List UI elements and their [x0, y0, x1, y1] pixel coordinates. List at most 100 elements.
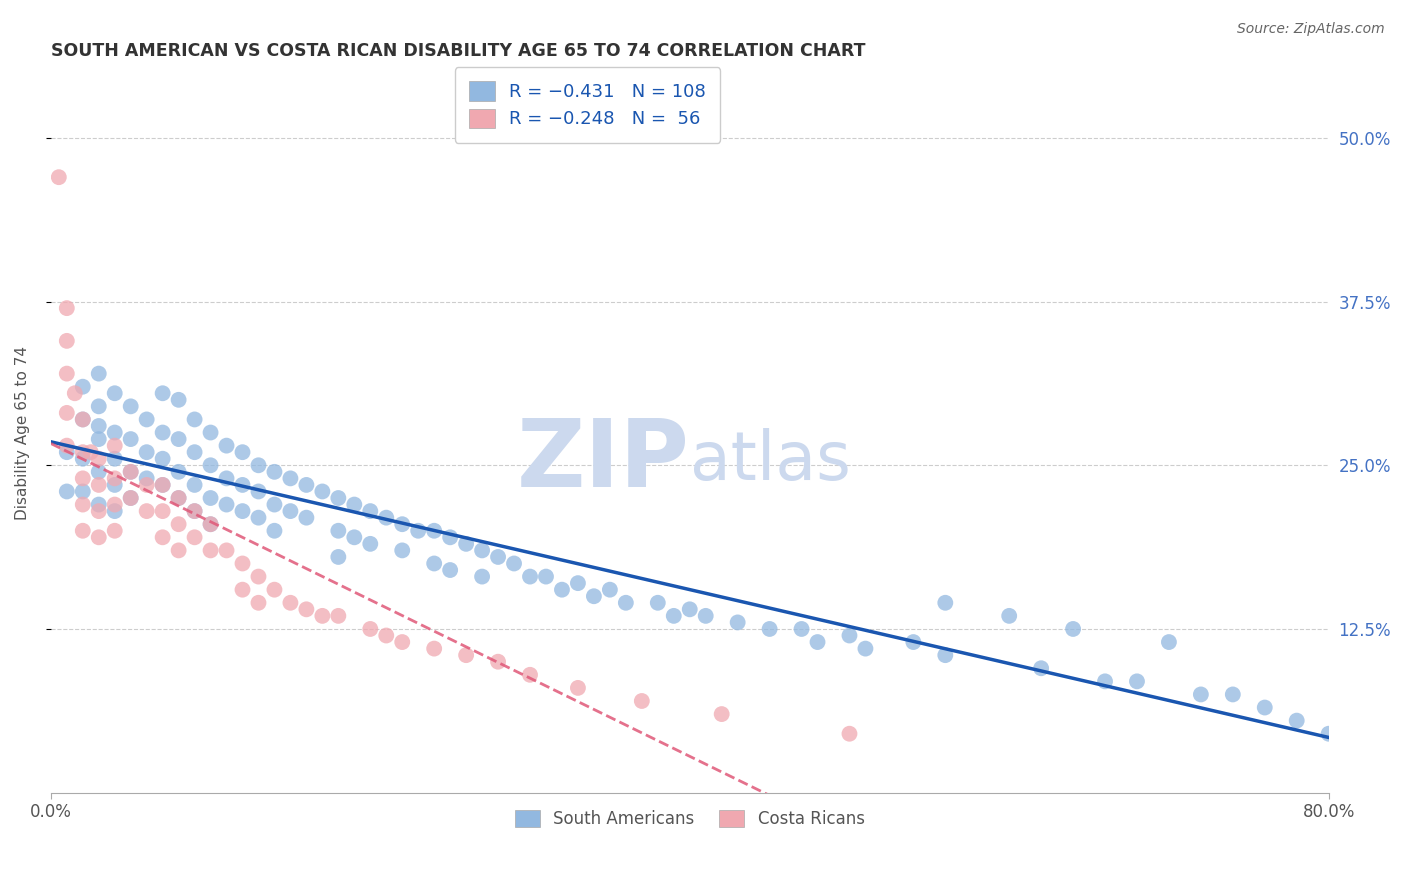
Point: [72, 380, 94, 394]
Point: [167, 543, 190, 558]
Point: [56, 484, 79, 499]
Point: [120, 400, 142, 414]
Point: [104, 451, 127, 466]
Point: [534, 569, 557, 583]
Point: [280, 504, 302, 518]
Point: [328, 549, 350, 564]
Point: [263, 582, 285, 597]
Point: [391, 543, 413, 558]
Point: [503, 557, 526, 571]
Point: [152, 478, 174, 492]
Point: [72, 484, 94, 499]
Point: [423, 524, 446, 538]
Point: [87, 504, 110, 518]
Point: [72, 471, 94, 485]
Point: [72, 412, 94, 426]
Point: [790, 622, 813, 636]
Text: ZIP: ZIP: [517, 416, 690, 508]
Point: [614, 596, 637, 610]
Point: [200, 458, 222, 473]
Point: [727, 615, 749, 630]
Point: [104, 425, 127, 440]
Point: [200, 491, 222, 505]
Point: [56, 406, 79, 420]
Point: [838, 727, 860, 741]
Point: [167, 465, 190, 479]
Point: [167, 392, 190, 407]
Point: [72, 524, 94, 538]
Point: [439, 530, 461, 544]
Point: [471, 543, 494, 558]
Point: [328, 608, 350, 623]
Point: [56, 439, 79, 453]
Point: [72, 412, 94, 426]
Point: [72, 498, 94, 512]
Point: [456, 648, 478, 662]
Point: [903, 635, 925, 649]
Point: [295, 602, 318, 616]
Point: [295, 478, 318, 492]
Point: [215, 498, 238, 512]
Point: [135, 412, 157, 426]
Point: [87, 419, 110, 434]
Point: [183, 504, 205, 518]
Point: [104, 504, 127, 518]
Point: [934, 596, 956, 610]
Point: [247, 484, 270, 499]
Point: [104, 471, 127, 485]
Point: [582, 589, 605, 603]
Point: [104, 478, 127, 492]
Point: [215, 439, 238, 453]
Point: [104, 498, 127, 512]
Point: [87, 432, 110, 446]
Point: [1317, 727, 1340, 741]
Point: [1126, 674, 1149, 689]
Point: [247, 458, 270, 473]
Point: [152, 504, 174, 518]
Text: SOUTH AMERICAN VS COSTA RICAN DISABILITY AGE 65 TO 74 CORRELATION CHART: SOUTH AMERICAN VS COSTA RICAN DISABILITY…: [51, 42, 865, 60]
Point: [247, 596, 270, 610]
Point: [152, 425, 174, 440]
Point: [87, 451, 110, 466]
Point: [486, 655, 509, 669]
Point: [183, 504, 205, 518]
Point: [87, 530, 110, 544]
Point: [120, 465, 142, 479]
Point: [423, 641, 446, 656]
Point: [152, 386, 174, 401]
Point: [167, 491, 190, 505]
Point: [183, 445, 205, 459]
Point: [87, 465, 110, 479]
Point: [359, 504, 381, 518]
Point: [56, 334, 79, 348]
Point: [167, 432, 190, 446]
Point: [280, 471, 302, 485]
Point: [120, 432, 142, 446]
Point: [87, 498, 110, 512]
Point: [471, 569, 494, 583]
Point: [662, 608, 685, 623]
Point: [263, 498, 285, 512]
Point: [343, 498, 366, 512]
Point: [1222, 688, 1244, 702]
Point: [72, 451, 94, 466]
Point: [519, 569, 541, 583]
Point: [72, 445, 94, 459]
Point: [120, 465, 142, 479]
Point: [263, 524, 285, 538]
Point: [152, 530, 174, 544]
Point: [247, 569, 270, 583]
Point: [200, 517, 222, 532]
Point: [263, 465, 285, 479]
Point: [328, 491, 350, 505]
Point: [135, 445, 157, 459]
Point: [167, 491, 190, 505]
Point: [231, 504, 253, 518]
Point: [328, 524, 350, 538]
Point: [63, 386, 86, 401]
Point: [120, 491, 142, 505]
Point: [200, 425, 222, 440]
Point: [1157, 635, 1180, 649]
Point: [87, 367, 110, 381]
Point: [247, 510, 270, 524]
